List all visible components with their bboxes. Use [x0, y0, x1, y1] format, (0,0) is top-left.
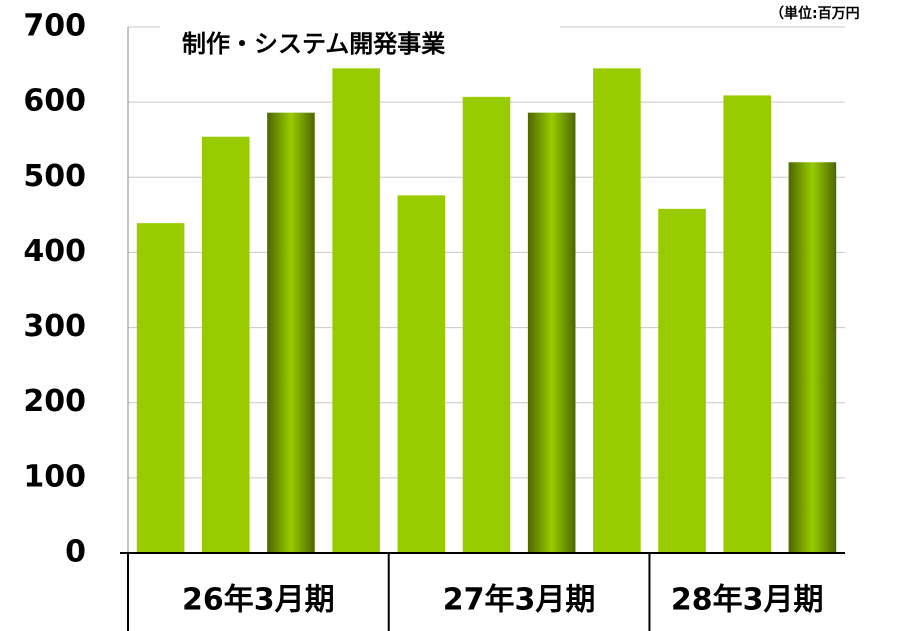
y-tick-label: 700 [23, 9, 86, 44]
bar [332, 68, 380, 553]
y-tick-label: 400 [23, 234, 86, 269]
group-label: 27年3月期 [443, 583, 596, 618]
y-tick-label: 200 [23, 384, 86, 419]
bar [658, 208, 706, 554]
bar [527, 112, 576, 554]
chart-title: 制作・システム開発事業 [182, 30, 445, 58]
y-tick-label: 100 [23, 459, 86, 494]
bar [462, 96, 511, 553]
title-box [160, 22, 560, 66]
y-tick-label: 300 [23, 309, 86, 344]
bar [593, 68, 641, 553]
y-tick-label: 0 [65, 535, 86, 570]
y-tick-label: 500 [23, 159, 86, 194]
y-tick-label: 600 [23, 84, 86, 119]
group-label: 26年3月期 [182, 583, 335, 618]
group-label: 28年3月期 [671, 583, 824, 618]
bar [136, 223, 185, 553]
bar [267, 112, 315, 554]
unit-label: （単位:百万円 [770, 5, 860, 22]
bar [397, 195, 446, 553]
bar [788, 162, 837, 553]
bar [201, 136, 250, 554]
bar [723, 95, 772, 553]
